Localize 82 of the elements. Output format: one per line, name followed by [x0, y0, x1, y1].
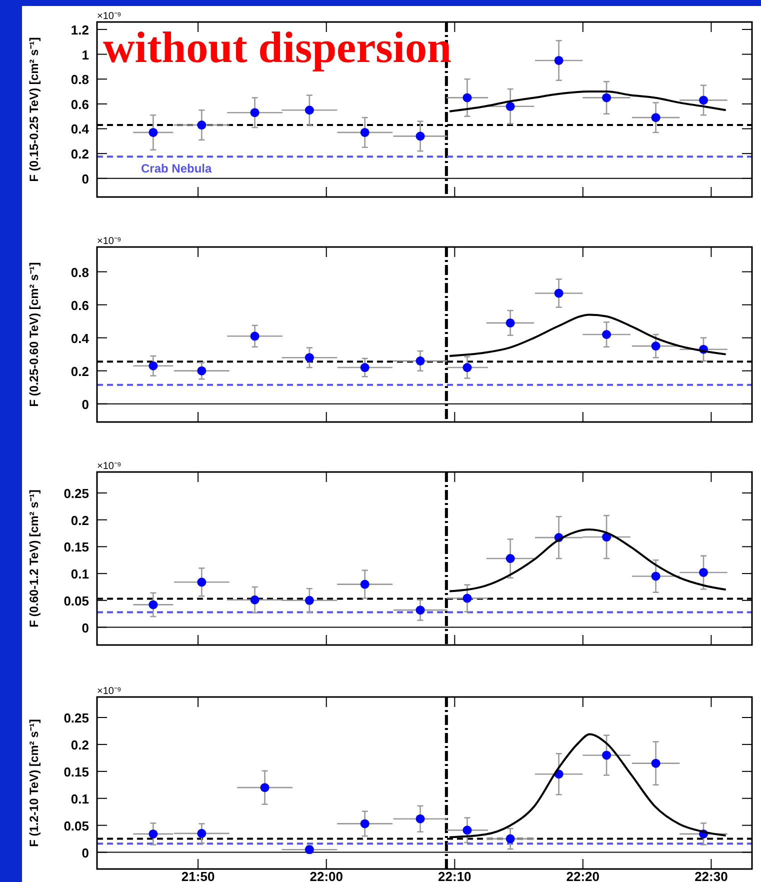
y-tick-label: 0.2: [70, 512, 89, 528]
y-tick-label: 0.2: [70, 146, 89, 162]
point: [651, 572, 660, 581]
point: [462, 363, 472, 372]
y-tick-label: 0.1: [70, 566, 89, 582]
point: [197, 366, 206, 376]
x-tick-label: 22:00: [310, 869, 343, 882]
y-tick-label: 0.25: [64, 710, 89, 726]
y-tick-label: 0.8: [70, 72, 89, 88]
y-tick-label: 0.25: [64, 486, 89, 501]
text: ×10⁻⁹: [97, 236, 122, 247]
point: [197, 828, 206, 838]
point: [197, 120, 206, 130]
point: [506, 834, 515, 844]
point: [506, 318, 515, 328]
y-tick-label: 1.2: [70, 22, 89, 38]
y-tick-label: 0: [82, 620, 89, 636]
point: [506, 554, 515, 563]
point: [148, 600, 158, 610]
point: [699, 96, 708, 105]
point: [602, 330, 612, 339]
point: [651, 758, 660, 768]
chart-title: without dispersion: [103, 23, 452, 72]
point: [416, 814, 425, 824]
y-axis-title: F (1.2-10 TeV) [cm² s⁻¹]: [27, 719, 41, 847]
y-tick-label: 0.6: [70, 96, 89, 112]
point: [250, 332, 260, 341]
point: [360, 819, 370, 828]
point: [602, 750, 612, 760]
point: [304, 106, 314, 115]
y-tick-label: 0.4: [70, 330, 90, 346]
point: [148, 361, 158, 370]
text: ×10⁻⁹: [97, 461, 122, 472]
point: [250, 108, 260, 118]
x-tick-label: 22:10: [438, 869, 472, 882]
point: [148, 128, 158, 137]
y-tick-label: 0: [82, 845, 89, 860]
y-tick-label: 0.4: [70, 122, 90, 137]
point: [148, 829, 158, 838]
point: [416, 356, 425, 366]
y-tick-label: 0.6: [70, 298, 89, 313]
y-tick-label: 0.15: [64, 764, 89, 780]
y-tick-label: 0.15: [64, 540, 89, 555]
point: [554, 288, 564, 298]
y-tick-label: 0.2: [70, 364, 89, 379]
x-tick-label: 22:30: [694, 869, 728, 882]
point: [250, 595, 260, 604]
y-tick-label: 0.05: [64, 818, 89, 834]
point: [699, 568, 708, 577]
point: [602, 93, 612, 102]
point: [462, 93, 472, 102]
y-tick-label: 0.2: [70, 737, 89, 752]
point: [360, 128, 370, 137]
point: [651, 342, 660, 351]
y-axis-title: F (0.60-1.2 TeV) [cm² s⁻¹]: [27, 490, 41, 628]
point: [304, 596, 314, 605]
point: [462, 826, 472, 835]
point: [462, 594, 472, 603]
point: [554, 56, 564, 65]
point: [506, 102, 515, 111]
line-series: [448, 528, 727, 592]
y-tick-label: 1: [82, 47, 89, 62]
point: [416, 132, 425, 141]
ref-line-label: Crab Nebula: [141, 162, 212, 176]
point: [651, 113, 660, 122]
y-tick-label: 0: [82, 171, 89, 186]
point: [416, 606, 425, 615]
y-axis-title: F (0.15-0.25 TeV) [cm² s⁻¹]: [27, 37, 41, 182]
y-axis-title: F (0.25-0.60 TeV) [cm² s⁻¹]: [27, 262, 41, 407]
x-tick-label: 21:50: [181, 869, 215, 882]
y-tick-label: 0: [82, 396, 89, 412]
annotation: ×10⁻⁹: [97, 11, 122, 22]
point: [360, 363, 370, 372]
point: [197, 578, 206, 587]
y-tick-label: 0.1: [70, 791, 89, 806]
point: [304, 353, 314, 362]
x-tick-label: 22:20: [566, 869, 600, 882]
point: [360, 580, 370, 589]
y-tick-label: 0.8: [70, 264, 89, 280]
point: [260, 783, 270, 792]
y-tick-label: 0.05: [64, 593, 89, 608]
text: ×10⁻⁹: [97, 686, 122, 697]
